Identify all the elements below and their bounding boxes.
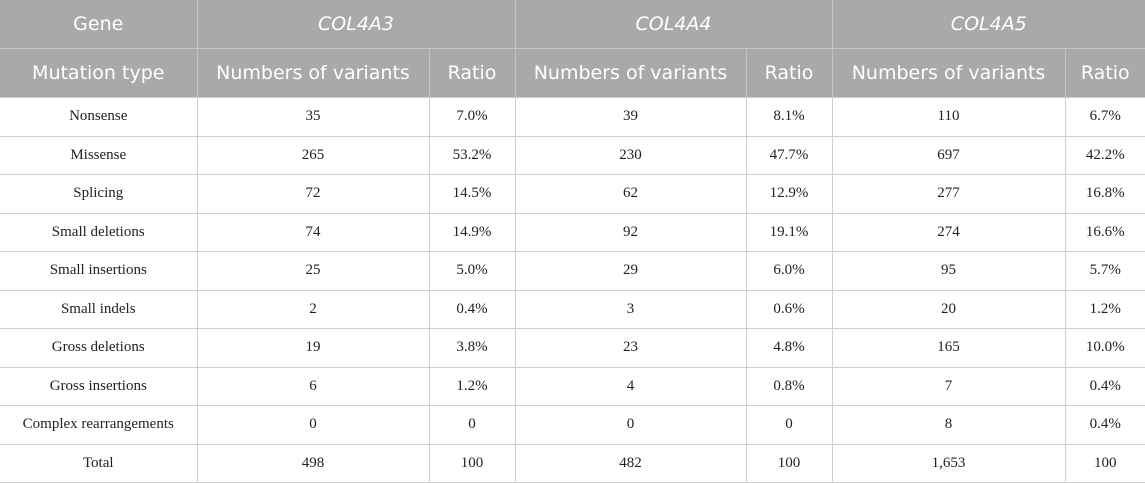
mutation-type-cell: Missense bbox=[0, 136, 198, 175]
ratio-col4a4-cell: 47.7% bbox=[746, 136, 833, 175]
numbers-col4a4-cell: 29 bbox=[515, 251, 747, 291]
ratio-col4a3-cell: 14.9% bbox=[429, 213, 516, 252]
ratio-col4a4-cell: 0.6% bbox=[746, 290, 833, 329]
numbers-col4a3-cell: 498 bbox=[197, 444, 430, 483]
numbers-col4a3-cell: 35 bbox=[197, 97, 430, 137]
ratio-col4a5-cell: 100 bbox=[1065, 444, 1145, 483]
gene-col4a5: COL4A5 bbox=[832, 0, 1145, 49]
ratio-col4a5-cell: 0.4% bbox=[1065, 405, 1145, 445]
mutation-type-cell: Total bbox=[0, 444, 198, 483]
mutation-type-cell: Small indels bbox=[0, 290, 198, 329]
ratio-col4a3-cell: 0 bbox=[429, 405, 516, 445]
table-row: Gross insertions 6 1.2% 4 0.8% 7 0.4% bbox=[0, 367, 1145, 406]
mutation-type-cell: Complex rearrangements bbox=[0, 405, 198, 445]
numbers-col4a4-cell: 92 bbox=[515, 213, 747, 252]
ratio-col4a4-cell: 12.9% bbox=[746, 174, 833, 214]
gene-col4a3: COL4A3 bbox=[197, 0, 516, 49]
numbers-col4a5-cell: 7 bbox=[832, 367, 1066, 406]
numbers-header-col4a4: Numbers of variants bbox=[515, 48, 747, 98]
gene-header-row: Gene COL4A3 COL4A4 COL4A5 bbox=[0, 0, 1145, 49]
ratio-col4a3-cell: 53.2% bbox=[429, 136, 516, 175]
numbers-col4a5-cell: 165 bbox=[832, 328, 1066, 368]
ratio-col4a3-cell: 3.8% bbox=[429, 328, 516, 368]
ratio-col4a4-cell: 100 bbox=[746, 444, 833, 483]
numbers-col4a5-cell: 8 bbox=[832, 405, 1066, 445]
table-row: Nonsense 35 7.0% 39 8.1% 110 6.7% bbox=[0, 97, 1145, 137]
table-row: Gross deletions 19 3.8% 23 4.8% 165 10.0% bbox=[0, 328, 1145, 368]
ratio-col4a4-cell: 19.1% bbox=[746, 213, 833, 252]
column-header-row: Mutation type Numbers of variants Ratio … bbox=[0, 48, 1145, 98]
ratio-header-col4a3: Ratio bbox=[429, 48, 516, 98]
numbers-col4a4-cell: 39 bbox=[515, 97, 747, 137]
numbers-col4a5-cell: 20 bbox=[832, 290, 1066, 329]
numbers-col4a3-cell: 19 bbox=[197, 328, 430, 368]
numbers-col4a4-cell: 4 bbox=[515, 367, 747, 406]
mutation-type-cell: Small deletions bbox=[0, 213, 198, 252]
numbers-col4a3-cell: 2 bbox=[197, 290, 430, 329]
ratio-col4a5-cell: 5.7% bbox=[1065, 251, 1145, 291]
ratio-col4a4-cell: 8.1% bbox=[746, 97, 833, 137]
ratio-col4a4-cell: 0 bbox=[746, 405, 833, 445]
numbers-col4a5-cell: 110 bbox=[832, 97, 1066, 137]
numbers-col4a4-cell: 482 bbox=[515, 444, 747, 483]
table-row: Complex rearrangements 0 0 0 0 8 0.4% bbox=[0, 405, 1145, 445]
ratio-col4a3-cell: 1.2% bbox=[429, 367, 516, 406]
ratio-col4a3-cell: 0.4% bbox=[429, 290, 516, 329]
gene-label: Gene bbox=[0, 0, 198, 49]
numbers-col4a3-cell: 25 bbox=[197, 251, 430, 291]
mutation-type-cell: Splicing bbox=[0, 174, 198, 214]
numbers-col4a5-cell: 277 bbox=[832, 174, 1066, 214]
numbers-col4a5-cell: 95 bbox=[832, 251, 1066, 291]
table-row: Total 498 100 482 100 1,653 100 bbox=[0, 444, 1145, 483]
ratio-col4a5-cell: 1.2% bbox=[1065, 290, 1145, 329]
numbers-header-col4a5: Numbers of variants bbox=[832, 48, 1066, 98]
ratio-col4a3-cell: 14.5% bbox=[429, 174, 516, 214]
ratio-col4a4-cell: 0.8% bbox=[746, 367, 833, 406]
ratio-col4a5-cell: 42.2% bbox=[1065, 136, 1145, 175]
numbers-col4a3-cell: 0 bbox=[197, 405, 430, 445]
table-row: Splicing 72 14.5% 62 12.9% 277 16.8% bbox=[0, 174, 1145, 214]
numbers-col4a3-cell: 6 bbox=[197, 367, 430, 406]
table-row: Missense 265 53.2% 230 47.7% 697 42.2% bbox=[0, 136, 1145, 175]
numbers-col4a3-cell: 74 bbox=[197, 213, 430, 252]
numbers-col4a4-cell: 0 bbox=[515, 405, 747, 445]
numbers-col4a4-cell: 23 bbox=[515, 328, 747, 368]
ratio-col4a5-cell: 0.4% bbox=[1065, 367, 1145, 406]
table-row: Small insertions 25 5.0% 29 6.0% 95 5.7% bbox=[0, 251, 1145, 291]
ratio-header-col4a4: Ratio bbox=[746, 48, 833, 98]
ratio-col4a3-cell: 7.0% bbox=[429, 97, 516, 137]
numbers-header-col4a3: Numbers of variants bbox=[197, 48, 430, 98]
ratio-col4a4-cell: 4.8% bbox=[746, 328, 833, 368]
table-header: Gene COL4A3 COL4A4 COL4A5 Mutation type … bbox=[0, 0, 1145, 98]
numbers-col4a4-cell: 230 bbox=[515, 136, 747, 175]
numbers-col4a5-cell: 697 bbox=[832, 136, 1066, 175]
mutation-type-cell: Nonsense bbox=[0, 97, 198, 137]
numbers-col4a5-cell: 1,653 bbox=[832, 444, 1066, 483]
mutation-type-cell: Small insertions bbox=[0, 251, 198, 291]
table-row: Small deletions 74 14.9% 92 19.1% 274 16.6% bbox=[0, 213, 1145, 252]
ratio-col4a5-cell: 10.0% bbox=[1065, 328, 1145, 368]
ratio-col4a4-cell: 6.0% bbox=[746, 251, 833, 291]
ratio-col4a3-cell: 5.0% bbox=[429, 251, 516, 291]
numbers-col4a3-cell: 72 bbox=[197, 174, 430, 214]
ratio-header-col4a5: Ratio bbox=[1065, 48, 1145, 98]
numbers-col4a5-cell: 274 bbox=[832, 213, 1066, 252]
mutation-type-header: Mutation type bbox=[0, 48, 198, 98]
numbers-col4a3-cell: 265 bbox=[197, 136, 430, 175]
numbers-col4a4-cell: 62 bbox=[515, 174, 747, 214]
mutation-type-cell: Gross deletions bbox=[0, 328, 198, 368]
ratio-col4a5-cell: 16.8% bbox=[1065, 174, 1145, 214]
ratio-col4a5-cell: 6.7% bbox=[1065, 97, 1145, 137]
mutation-type-cell: Gross insertions bbox=[0, 367, 198, 406]
table-body: Nonsense 35 7.0% 39 8.1% 110 6.7% Missense 265 53… bbox=[0, 97, 1145, 483]
ratio-col4a3-cell: 100 bbox=[429, 444, 516, 483]
gene-col4a4: COL4A4 bbox=[515, 0, 833, 49]
ratio-col4a5-cell: 16.6% bbox=[1065, 213, 1145, 252]
numbers-col4a4-cell: 3 bbox=[515, 290, 747, 329]
table-row: Small indels 2 0.4% 3 0.6% 20 1.2% bbox=[0, 290, 1145, 329]
